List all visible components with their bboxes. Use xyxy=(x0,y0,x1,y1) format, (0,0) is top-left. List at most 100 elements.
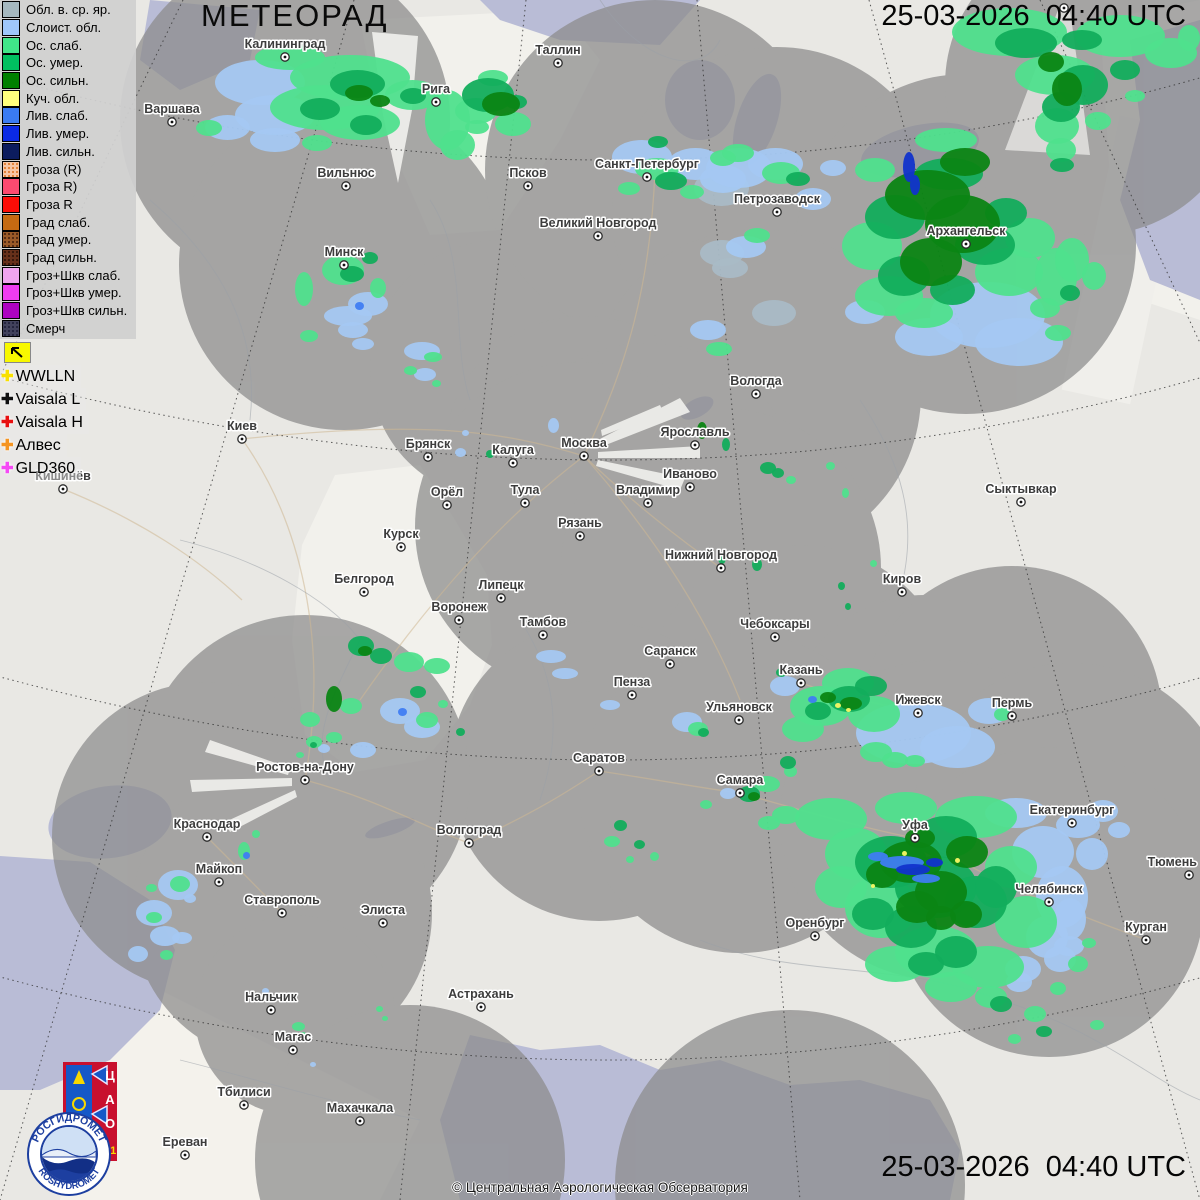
precip-echo-g1 xyxy=(170,876,190,892)
city-label: Рязань xyxy=(558,516,602,530)
city-dot xyxy=(735,788,745,798)
precip-echo-st xyxy=(820,160,846,176)
city-label: Элиста xyxy=(361,903,406,917)
precip-echo-st xyxy=(1054,936,1084,956)
precip-echo-g2 xyxy=(995,28,1057,58)
precip-echo-g2 xyxy=(310,742,317,748)
precip-echo-st xyxy=(720,788,736,799)
precip-echo-g1 xyxy=(925,972,977,1002)
precip-echo-g2 xyxy=(410,686,426,698)
lightning-network-label: Алвес xyxy=(15,436,61,454)
precip-echo-g2 xyxy=(845,603,851,610)
precip-echo-g3 xyxy=(900,238,962,286)
page-title: МЕТЕОРАД xyxy=(201,0,389,33)
timestamp-bottom: 25-03-2026 04:40 UTC xyxy=(881,1151,1186,1183)
legend-swatch xyxy=(2,178,20,196)
cross-marker-icon: ✚ xyxy=(1,414,14,431)
precip-echo-g1 xyxy=(905,755,925,767)
city-label: Калининград xyxy=(245,37,326,51)
lightning-network-label: GLD360 xyxy=(15,459,76,477)
precip-echo-g1 xyxy=(1045,325,1071,341)
precip-echo-st xyxy=(128,946,148,962)
city-label: Владимир xyxy=(616,483,680,497)
precip-echo-st xyxy=(184,894,196,903)
city-dot xyxy=(553,58,563,68)
lightning-network-label: Vaisala L xyxy=(15,390,81,408)
precip-echo-cb xyxy=(712,258,748,278)
legend-item: Смерч xyxy=(2,319,136,337)
precip-echo-g1 xyxy=(1050,982,1066,995)
precip-echo-st xyxy=(600,700,620,710)
city-dot xyxy=(237,434,247,444)
legend-item: Град умер. xyxy=(2,231,136,249)
legend-label: Лив. слаб. xyxy=(26,108,89,124)
legend-item: Ос. сильн. xyxy=(2,72,136,90)
city-label: Петрозаводск xyxy=(734,192,821,206)
precip-echo-g1 xyxy=(394,652,424,672)
precip-echo-g1 xyxy=(882,752,908,768)
precip-echo-g1 xyxy=(424,352,442,362)
precip-echo-g2 xyxy=(370,648,392,664)
city-label: Екатеринбург xyxy=(1030,803,1115,817)
city-dot xyxy=(442,500,452,510)
precip-echo-st xyxy=(150,926,180,946)
city-label: Майкоп xyxy=(196,862,242,876)
precip-echo-st xyxy=(770,676,800,696)
legend-label: Град сильн. xyxy=(26,249,97,265)
precip-echo-g2 xyxy=(1110,60,1140,80)
precip-echo-g2 xyxy=(300,98,340,120)
city-label: Кишинёв xyxy=(35,469,91,483)
precip-echo-g1 xyxy=(300,330,318,342)
city-dot xyxy=(464,838,474,848)
precip-echo-st xyxy=(1108,822,1130,838)
city-label: Курск xyxy=(383,527,419,541)
city-label: Чебоксары xyxy=(740,617,809,631)
city-dot xyxy=(288,1045,298,1055)
precip-echo-g2 xyxy=(780,756,796,769)
cross-marker-icon: ✚ xyxy=(1,437,14,454)
precip-echo-g1 xyxy=(370,278,386,298)
city-dot xyxy=(579,451,589,461)
precip-echo-g2 xyxy=(772,468,784,478)
precip-echo-g3 xyxy=(748,792,760,801)
funnel-arrow-icon xyxy=(11,347,23,358)
legend-item: Гроза R xyxy=(2,195,136,214)
legend-swatch xyxy=(2,195,20,213)
copyright-attribution: © Центральная Аэрологическая Обсерватори… xyxy=(452,1180,748,1195)
precip-echo-g2 xyxy=(340,266,364,282)
precip-echo-g1 xyxy=(146,884,157,892)
precip-echo-st xyxy=(795,188,831,210)
precip-echo-g1 xyxy=(404,366,417,375)
cross-marker-icon: ✚ xyxy=(1,460,14,477)
city-dot xyxy=(214,877,224,887)
precip-echo-g3 xyxy=(482,92,520,116)
legend-swatch xyxy=(2,54,20,72)
precip-echo-g1 xyxy=(626,856,634,863)
precip-echo-g3 xyxy=(946,836,988,868)
city-dot xyxy=(627,690,637,700)
precip-echo-g1 xyxy=(1068,956,1088,972)
city-label: Пенза xyxy=(614,675,652,689)
precip-echo-g3 xyxy=(345,85,373,101)
precip-echo-g1 xyxy=(842,488,849,498)
precip-echo-st xyxy=(1056,812,1100,838)
legend-item: Гроза (R) xyxy=(2,160,136,178)
city-dot xyxy=(508,458,518,468)
legend-swatch xyxy=(2,231,20,249)
city-label: Тюмень xyxy=(1148,855,1198,869)
precip-echo-st xyxy=(920,726,995,768)
legend-item: Обл. в. ср. яр. xyxy=(2,1,136,19)
precipitation-legend: Обл. в. ср. яр. Слоист. обл. Ос. слаб. Ос. … xyxy=(0,0,136,340)
city-dot xyxy=(423,452,433,462)
legend-label: Град слаб. xyxy=(26,214,91,230)
city-dot xyxy=(1007,711,1017,721)
precip-echo-g1 xyxy=(1055,238,1089,282)
tornado-marker-icon xyxy=(4,342,31,363)
precip-echo-g1 xyxy=(706,342,732,356)
city-dot xyxy=(180,1150,190,1160)
city-dot xyxy=(1016,497,1026,507)
city-label: Таллин xyxy=(535,43,580,57)
legend-label: Гроза R xyxy=(26,196,73,212)
city-dot xyxy=(167,117,177,127)
